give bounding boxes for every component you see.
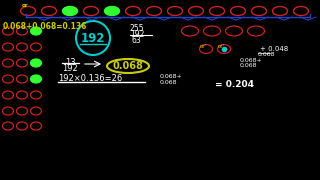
Ellipse shape	[30, 27, 42, 35]
Text: = 0.204: = 0.204	[215, 80, 254, 89]
Text: 255: 255	[130, 24, 145, 33]
Text: 0.068+: 0.068+	[240, 58, 263, 63]
Ellipse shape	[30, 75, 42, 83]
Text: 192: 192	[62, 64, 78, 73]
Text: 0.068+: 0.068+	[160, 74, 183, 79]
Text: or: or	[22, 3, 28, 8]
Text: 63: 63	[132, 36, 142, 45]
Text: 192: 192	[81, 31, 105, 44]
Text: 0.068: 0.068	[160, 80, 178, 85]
Text: + 0.048: + 0.048	[260, 46, 288, 52]
Text: 192×0.136=26: 192×0.136=26	[58, 74, 122, 83]
Text: or': or'	[218, 44, 225, 49]
Text: or': or'	[200, 44, 207, 49]
Text: 0.068: 0.068	[113, 61, 143, 71]
Ellipse shape	[62, 6, 77, 15]
Ellipse shape	[105, 6, 119, 15]
Text: 0.068: 0.068	[240, 63, 258, 68]
Text: 0.068: 0.068	[258, 52, 276, 57]
Text: 0.068+0.068=0.136: 0.068+0.068=0.136	[3, 22, 87, 31]
Text: 192: 192	[130, 30, 144, 39]
Text: 13: 13	[65, 58, 75, 67]
Ellipse shape	[30, 59, 42, 67]
